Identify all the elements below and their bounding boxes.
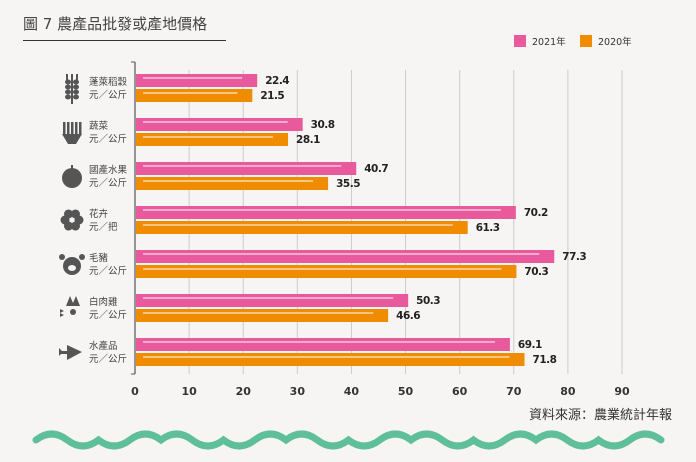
x-tick-label: 60: [452, 385, 468, 398]
bar-2020: [136, 353, 525, 366]
flower-icon: [60, 209, 84, 231]
legend-swatch: [580, 35, 592, 47]
data-label: 70.3: [524, 266, 548, 278]
category-unit: 元／公斤: [89, 178, 127, 189]
category-label: 花卉: [89, 208, 108, 220]
fish-icon: [59, 345, 82, 360]
category-label: 毛豬: [89, 252, 109, 264]
data-label: 30.8: [311, 119, 335, 131]
category-unit: 元／公斤: [89, 354, 127, 365]
bar-2021: [136, 338, 510, 351]
bar-2021: [136, 118, 303, 131]
bar-2020: [136, 133, 289, 146]
bar-2021: [136, 294, 409, 307]
bar-2021: [136, 250, 555, 263]
fruit-icon: [62, 165, 82, 188]
data-label: 71.8: [533, 354, 557, 366]
rice-icon: [65, 74, 79, 104]
bar-2020: [136, 89, 253, 102]
bar-2021: [136, 74, 258, 87]
category-unit: 元／公斤: [89, 134, 127, 145]
legend-label: 2020年: [598, 36, 632, 48]
x-tick-label: 10: [181, 385, 197, 398]
bar-2021: [136, 206, 516, 219]
bar-2021: [136, 162, 357, 175]
legend-swatch: [514, 35, 526, 47]
data-label: 77.3: [562, 251, 586, 263]
x-tick-label: 0: [131, 385, 139, 398]
data-label: 69.1: [518, 339, 542, 351]
data-label: 21.5: [260, 90, 284, 102]
legend-label: 2021年: [532, 36, 566, 48]
category-unit: 元／公斤: [89, 310, 127, 321]
x-tick-label: 30: [290, 385, 306, 398]
category-unit: 元／把: [89, 221, 118, 233]
pig-icon: [59, 254, 85, 275]
category-unit: 元／公斤: [89, 90, 127, 101]
x-tick-label: 50: [398, 385, 414, 398]
chicken-icon: [60, 296, 80, 317]
bar-2020: [136, 309, 389, 322]
data-label: 35.5: [336, 178, 360, 190]
data-label: 70.2: [524, 207, 548, 219]
chart-title: 圖 7 農產品批發或產地價格: [23, 13, 226, 41]
data-label: 40.7: [364, 163, 388, 175]
data-label: 22.4: [265, 75, 289, 87]
bar-2020: [136, 177, 329, 190]
category-unit: 元／公斤: [89, 266, 127, 277]
category-label: 白肉雞: [89, 296, 118, 308]
source-note: 資料來源：農業統計年報: [528, 408, 672, 423]
bar-2020: [136, 221, 468, 234]
vegetable-icon: [62, 122, 82, 144]
data-label: 46.6: [396, 310, 420, 322]
x-tick-label: 90: [614, 385, 630, 398]
data-label: 50.3: [416, 295, 440, 307]
decorative-wave: [32, 430, 665, 450]
bar-2020: [136, 265, 517, 278]
data-label: 28.1: [296, 134, 320, 146]
x-tick-label: 70: [506, 385, 522, 398]
x-tick-label: 20: [236, 385, 252, 398]
category-label: 國產水果: [89, 164, 128, 176]
category-label: 蔬菜: [89, 120, 109, 132]
category-label: 蓬萊稻穀: [89, 76, 128, 88]
category-label: 水產品: [89, 340, 118, 352]
x-tick-label: 40: [344, 385, 360, 398]
data-label: 61.3: [476, 222, 500, 234]
x-tick-label: 80: [560, 385, 576, 398]
